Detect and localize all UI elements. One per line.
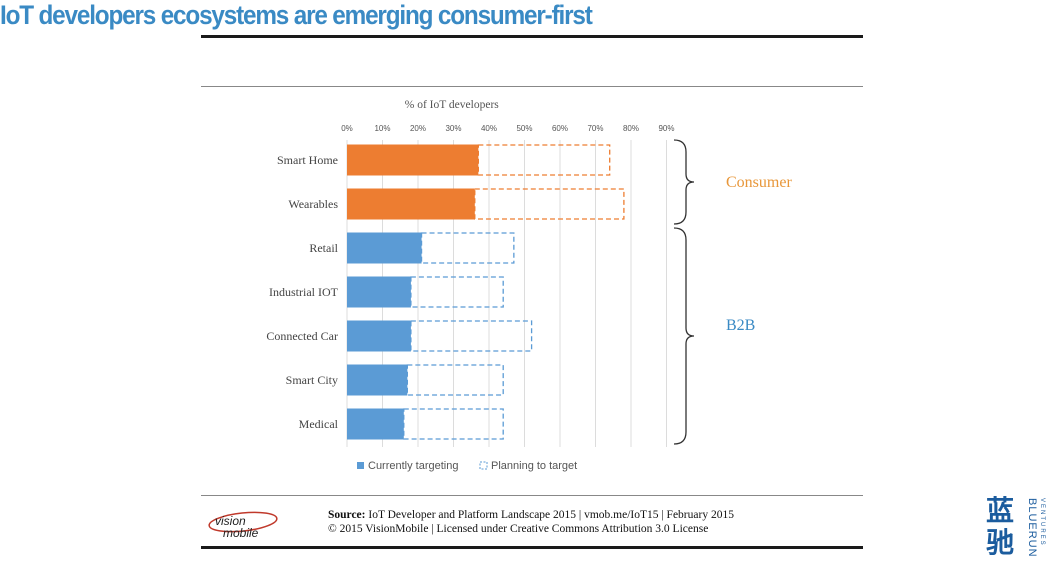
bar-current (347, 364, 408, 396)
x-tick-label: 50% (516, 124, 532, 133)
bar-current (347, 232, 422, 264)
x-tick-label: 60% (552, 124, 568, 133)
category-label: Retail (309, 241, 338, 255)
bluerun-watermark: 蓝 驰 BLUERUN VENTURES (986, 496, 1046, 564)
logo-line2: mobile (223, 526, 259, 540)
category-label: Smart City (286, 373, 338, 387)
page-title: IoT developers ecosystems are emerging c… (0, 0, 593, 30)
bar-planned (477, 144, 611, 176)
watermark-char-2: 驰 (986, 526, 1015, 559)
x-tick-label: 10% (374, 124, 390, 133)
bottom-rule (201, 546, 863, 549)
title-rule (201, 86, 863, 87)
x-axis-label: % of IoT developers (405, 99, 500, 111)
source-label: Source: (328, 509, 366, 521)
bar-current (347, 188, 475, 220)
group-brace (673, 227, 695, 445)
bar-planned (403, 408, 504, 440)
category-label: Industrial IOT (269, 285, 339, 299)
source-rule (201, 495, 863, 496)
visionmobile-logo: vision mobile (205, 510, 285, 540)
top-rule (201, 35, 863, 38)
x-tick-label: 30% (445, 124, 461, 133)
x-tick-label: 80% (623, 124, 639, 133)
x-tick-label: 40% (481, 124, 497, 133)
bar-current (347, 276, 411, 308)
group-brace (673, 139, 695, 225)
source-text: IoT Developer and Platform Landscape 201… (368, 509, 734, 521)
legend-label-planned: Planning to target (491, 460, 577, 472)
logo-line1: vision (215, 514, 246, 528)
watermark-char-1: 蓝 (986, 494, 1015, 527)
bar-current (347, 144, 479, 176)
category-label: Wearables (288, 197, 338, 211)
watermark-subtext: VENTURES (1039, 498, 1045, 547)
bar-planned (420, 232, 515, 264)
x-tick-label: 70% (587, 124, 603, 133)
x-tick-label: 20% (410, 124, 426, 133)
bar-planned (474, 188, 625, 220)
legend-label-current: Currently targeting (368, 460, 459, 472)
bar-current (347, 408, 404, 440)
bar-planned (406, 364, 504, 396)
watermark-text: BLUERUN (1026, 498, 1038, 558)
source-line: Source: IoT Developer and Platform Lands… (328, 509, 734, 521)
legend-swatch-current (357, 462, 364, 469)
category-label: Smart Home (277, 153, 338, 167)
x-tick-label: 90% (658, 124, 674, 133)
x-tick-label: 0% (341, 124, 353, 133)
bar-planned (410, 276, 504, 308)
bar-current (347, 320, 411, 352)
group-label: B2B (726, 317, 755, 334)
legend-swatch-planned (479, 461, 488, 470)
group-label: Consumer (726, 174, 792, 191)
category-label: Medical (299, 417, 339, 431)
category-label: Connected Car (266, 329, 338, 343)
license-line: © 2015 VisionMobile | Licensed under Cre… (328, 523, 709, 535)
bar-planned (410, 320, 533, 352)
